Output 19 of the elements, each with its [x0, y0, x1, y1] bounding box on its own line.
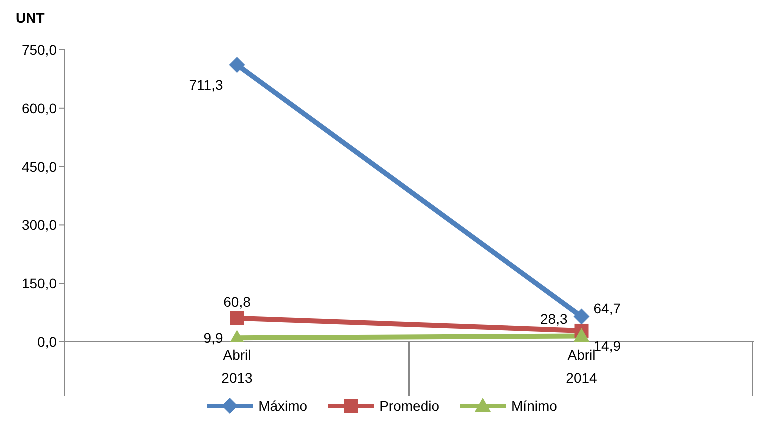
- y-axis-title: UNT: [16, 10, 45, 26]
- y-tick-label: 450,0: [22, 158, 58, 175]
- y-tick-label: 750,0: [22, 42, 58, 58]
- point: [574, 308, 590, 325]
- legend-label: Promedio: [380, 398, 440, 414]
- point: [230, 311, 244, 326]
- data-label: 64,7: [594, 300, 622, 317]
- legend-label: Mínimo: [512, 398, 558, 414]
- y-tick-label: 300,0: [22, 217, 58, 234]
- y-tick-label: 600,0: [22, 100, 58, 116]
- x-tick-label: Abril 2013: [222, 347, 254, 386]
- data-label: 60,8: [224, 294, 252, 310]
- data-label: 9,9: [204, 330, 224, 346]
- data-label: 711,3: [189, 76, 224, 93]
- data-label: 28,3: [540, 310, 568, 327]
- point: [229, 57, 246, 74]
- y-tick-label: 150,0: [22, 276, 58, 292]
- legend-label: Máximo: [258, 398, 308, 414]
- y-tick-label: 0,0: [38, 334, 58, 350]
